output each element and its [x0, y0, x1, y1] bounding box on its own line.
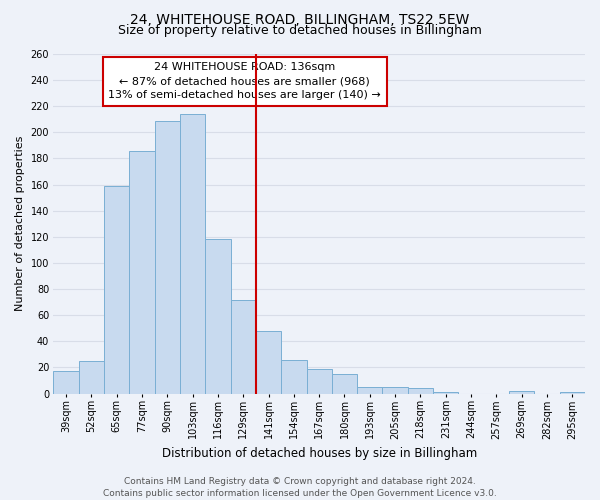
Text: Contains HM Land Registry data © Crown copyright and database right 2024.
Contai: Contains HM Land Registry data © Crown c… — [103, 476, 497, 498]
Bar — [408, 388, 433, 394]
Bar — [180, 114, 205, 394]
Bar — [382, 387, 408, 394]
Text: 24, WHITEHOUSE ROAD, BILLINGHAM, TS22 5EW: 24, WHITEHOUSE ROAD, BILLINGHAM, TS22 5E… — [130, 12, 470, 26]
Bar — [332, 374, 357, 394]
Bar — [281, 360, 307, 394]
Bar — [433, 392, 458, 394]
Bar — [155, 120, 180, 394]
Y-axis label: Number of detached properties: Number of detached properties — [15, 136, 25, 312]
Bar — [256, 331, 281, 394]
Bar — [357, 387, 382, 394]
Bar — [230, 300, 256, 394]
Bar — [307, 369, 332, 394]
Text: Size of property relative to detached houses in Billingham: Size of property relative to detached ho… — [118, 24, 482, 37]
Bar — [509, 391, 535, 394]
X-axis label: Distribution of detached houses by size in Billingham: Distribution of detached houses by size … — [161, 447, 477, 460]
Bar — [205, 240, 230, 394]
Bar — [79, 361, 104, 394]
Bar — [53, 372, 79, 394]
Bar — [560, 392, 585, 394]
Text: 24 WHITEHOUSE ROAD: 136sqm
← 87% of detached houses are smaller (968)
13% of sem: 24 WHITEHOUSE ROAD: 136sqm ← 87% of deta… — [109, 62, 381, 100]
Bar — [129, 150, 155, 394]
Bar — [104, 186, 129, 394]
